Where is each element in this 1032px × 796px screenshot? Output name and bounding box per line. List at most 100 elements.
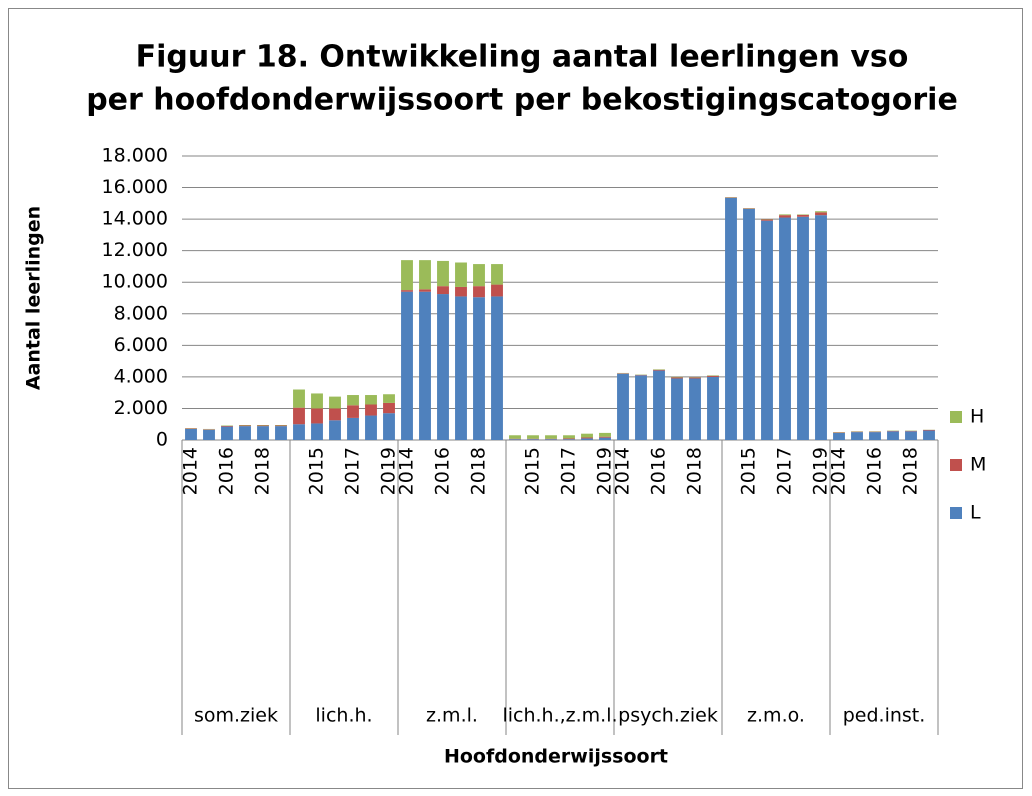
y-tick-label: 4.000 [114,365,168,387]
bar-segment [329,396,341,409]
y-tick-label: 10.000 [102,271,168,293]
bar-segment [383,413,395,440]
chart-title: per hoofdonderwijssoort per bekostigings… [86,83,958,118]
bar-segment [329,420,341,440]
x-tick-label: 2016 [648,447,670,495]
x-tick-label: 2019 [810,447,832,495]
bar-segment [887,431,899,440]
x-tick-label: 2015 [738,447,760,495]
bar-segment [527,439,539,440]
y-tick-label: 14.000 [102,208,168,230]
bar-segment [923,430,935,440]
x-tick-label: 2015 [306,447,328,495]
y-tick-label: 2.000 [114,397,168,419]
bar-segment [293,424,305,440]
bar-segment [401,291,413,440]
bar-segment [365,404,377,416]
bar-segment [473,286,485,298]
bar-segment [419,289,431,292]
bar-segment [599,437,611,440]
bar-segment [383,394,395,403]
bar-segment [797,214,809,217]
bar-segment [761,220,773,440]
bar-segment [311,423,323,440]
bar-segment [779,217,791,440]
bar-segment [257,426,269,440]
group-label: z.m.l. [426,705,478,727]
bar-segment [743,208,755,440]
bar-segment [455,262,467,287]
bar-segment [581,433,593,438]
bar-segment [473,264,485,287]
bar-segment [455,286,467,297]
bar-segment [581,438,593,440]
bar-segment [419,291,431,440]
bar-segment [239,425,251,427]
bar-segment [347,405,359,418]
legend-swatch [950,411,962,423]
group-label: ped.inst. [843,705,926,727]
group-label: psych.ziek [618,705,718,727]
bar-segment [293,389,305,408]
legend-label: H [970,406,984,428]
legend-swatch [950,507,962,519]
x-tick-label: 2018 [900,447,922,495]
x-tick-label: 2019 [378,447,400,495]
bar-segment [815,212,827,216]
y-tick-label: 6.000 [114,334,168,356]
bar-segment [563,435,575,439]
bar-segment [491,296,503,440]
bar-segment [653,370,665,440]
bar-segment [365,415,377,440]
bar-segment [617,373,629,440]
x-tick-label: 2014 [180,447,202,495]
bar-segment [707,375,719,377]
group-label: lich.h.,z.m.l. [502,705,617,727]
bar-segment [311,393,323,409]
chart-frame [8,8,1023,789]
bar-segment [581,437,593,439]
bar-segment [869,432,881,440]
bar-segment [653,369,665,371]
group-label: z.m.o. [747,705,805,727]
bar-segment [293,407,305,425]
bar-segment [905,431,917,440]
bar-segment [419,260,431,290]
x-tick-label: 2016 [216,447,238,495]
y-axis-title: Aantal leerlingen [23,206,45,390]
x-axis-title: Hoofdonderwijssoort [444,746,668,768]
chart-title: Figuur 18. Ontwikkeling aantal leerlinge… [136,40,909,75]
bar-segment [203,429,215,440]
bar-segment [455,296,467,440]
bar-segment [491,264,503,285]
bar-segment [563,438,575,440]
bar-segment [185,428,197,440]
bar-segment [707,376,719,440]
bar-segment [257,425,269,427]
y-tick-label: 16.000 [102,176,168,198]
bar-segment [437,260,449,287]
bar-segment [491,284,503,297]
legend-label: M [970,454,986,476]
bar-segment [365,395,377,405]
x-tick-label: 2017 [342,447,364,495]
bar-segment [635,375,647,440]
x-tick-label: 2015 [522,447,544,495]
bar-segment [545,435,557,439]
bar-segment [671,378,683,440]
bar-segment [545,439,557,440]
bar-segment [275,426,287,440]
y-tick-label: 12.000 [102,239,168,261]
bar-segment [347,395,359,406]
bar-segment [221,425,233,427]
bar-segment [689,377,701,379]
x-tick-label: 2014 [612,447,634,495]
bar-segment [923,429,935,431]
bar-segment [473,297,485,440]
bar-segment [311,408,323,424]
bar-segment [815,211,827,213]
group-label: som.ziek [194,705,278,727]
x-tick-label: 2017 [774,447,796,495]
group-label: lich.h. [315,705,372,727]
